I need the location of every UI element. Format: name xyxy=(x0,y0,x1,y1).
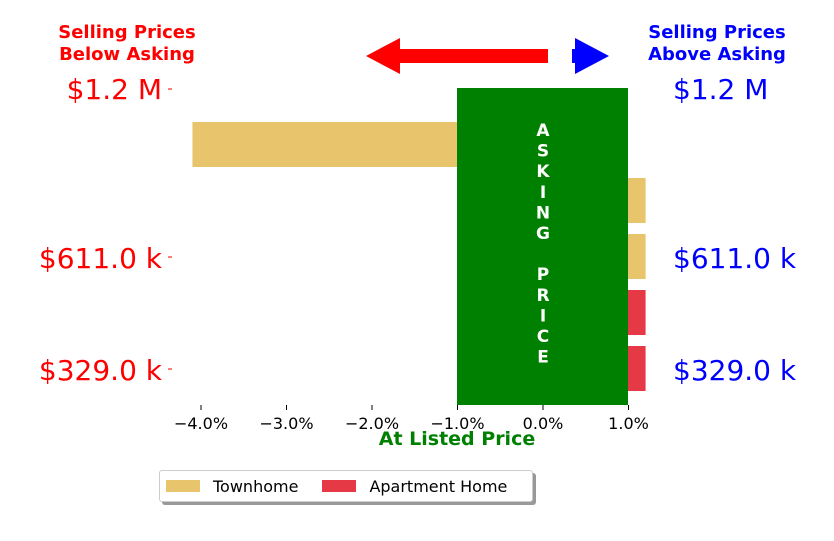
y-tick-right-3: $329.0 k xyxy=(673,354,797,387)
legend-label-apartment: Apartment Home xyxy=(369,476,508,496)
x-axis-label: At Listed Price xyxy=(379,428,535,450)
x-axis: −4.0% −3.0% −2.0% −1.0% 0.0% 1.0% xyxy=(174,405,649,433)
x-tick-label-3: −2.0% xyxy=(345,414,399,433)
x-tick-label-4: −1.0% xyxy=(430,414,484,433)
left-arrow-icon xyxy=(366,38,548,74)
band-letter-8: P xyxy=(537,265,549,285)
y-tick-left-3: $329.0 k xyxy=(39,354,163,387)
band-letter-3: K xyxy=(536,162,550,182)
legend-item-apartment: Apartment Home xyxy=(322,477,507,496)
legend-swatch-townhome xyxy=(166,480,200,492)
band-letter-12: E xyxy=(537,348,549,368)
band-letter-1: A xyxy=(536,121,550,141)
band-letter-2: S xyxy=(537,142,549,162)
legend-label-townhome: Townhome xyxy=(213,476,299,496)
legend-swatch-apartment xyxy=(322,480,357,492)
right-title-line2: Above Asking xyxy=(648,44,786,65)
band-letter-9: R xyxy=(536,286,549,306)
y-tick-left-1: $1.2 M xyxy=(67,73,162,106)
x-tick-label-6: 1.0% xyxy=(608,414,649,433)
right-arrow-icon xyxy=(572,38,609,74)
band-letter-10: I xyxy=(540,306,546,326)
left-title-line1: Selling Prices xyxy=(58,22,195,43)
asking-price-band xyxy=(457,88,628,405)
y-tick-right-2: $611.0 k xyxy=(673,242,797,275)
band-letter-5: N xyxy=(536,203,550,223)
legend: Townhome Apartment Home xyxy=(159,470,533,502)
band-letter-4: I xyxy=(540,183,546,203)
left-title-line2: Below Asking xyxy=(59,44,195,65)
x-tick-label-2: −3.0% xyxy=(259,414,313,433)
right-title-line1: Selling Prices xyxy=(648,22,785,43)
band-letter-6: G xyxy=(536,224,550,244)
x-tick-label-1: −4.0% xyxy=(174,414,228,433)
band-letter-11: C xyxy=(537,327,549,347)
x-tick-label-5: 0.0% xyxy=(523,414,564,433)
y-tick-left-2: $611.0 k xyxy=(39,242,163,275)
y-tick-right-1: $1.2 M xyxy=(673,73,768,106)
legend-item-townhome: Townhome xyxy=(166,477,298,496)
y-tick-marks xyxy=(168,88,172,370)
